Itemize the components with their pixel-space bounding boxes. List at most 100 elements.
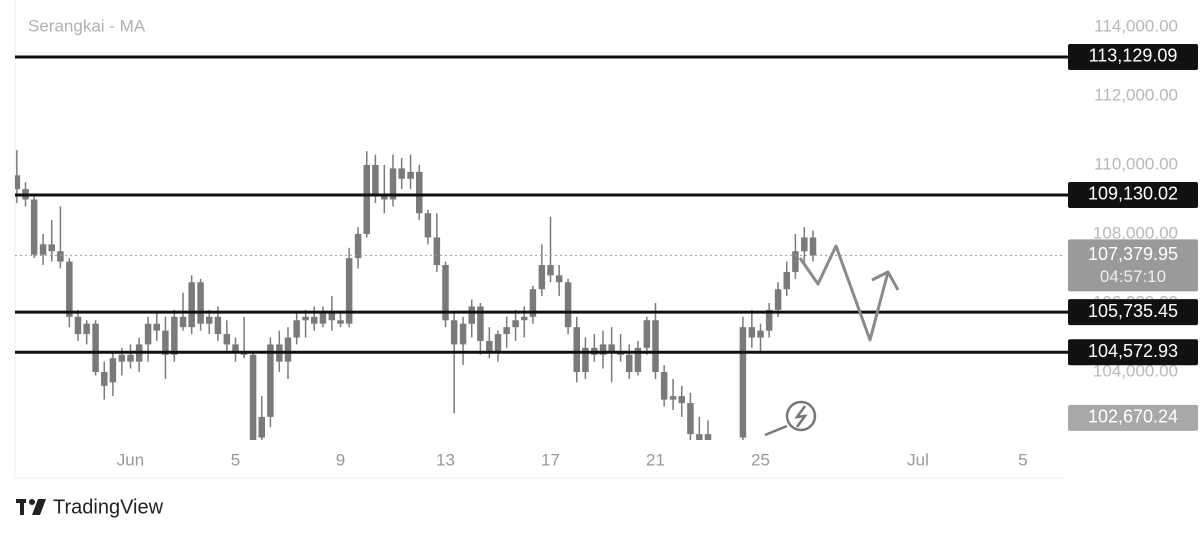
- candle-body: [15, 175, 21, 190]
- candle-body: [608, 344, 615, 352]
- icon-bolt: [794, 405, 808, 428]
- overlay: 104,000.00106,000.00108,000.00110,000.00…: [15, 16, 1198, 469]
- candle-body: [179, 316, 187, 328]
- candle-body: [197, 282, 204, 324]
- candle-body: [801, 237, 808, 252]
- last-price-label: 107,379.95: [1088, 244, 1178, 264]
- candle-body: [459, 323, 467, 345]
- x-tick-label: 5: [231, 450, 240, 469]
- candle-body: [162, 330, 169, 355]
- icon-circle: [785, 400, 817, 432]
- candle-body: [267, 344, 274, 417]
- candle-body: [547, 265, 554, 276]
- candle-body: [529, 289, 537, 317]
- candle-body: [696, 434, 703, 440]
- candle-body: [302, 316, 309, 321]
- candle-body: [48, 244, 55, 252]
- level-label-box: [1068, 181, 1198, 208]
- candle-body: [39, 244, 47, 255]
- logo-part: [29, 499, 35, 505]
- candle-body: [232, 344, 239, 352]
- candle-body: [626, 354, 633, 373]
- candle-body: [144, 323, 152, 345]
- y-tick-label: 112,000.00: [1094, 85, 1178, 104]
- y-tick-label: 108,000.00: [1093, 223, 1178, 242]
- candle-body: [669, 396, 677, 400]
- candle-body: [311, 316, 318, 324]
- logo-part: [32, 499, 46, 515]
- level-label: 113,129.09: [1089, 46, 1178, 66]
- candle-body: [319, 313, 327, 324]
- candle-body: [363, 164, 370, 234]
- candle-body: [757, 330, 764, 338]
- candle-body: [153, 323, 160, 331]
- level-label-box: [1068, 43, 1198, 70]
- candle-body: [477, 306, 484, 341]
- candle-body: [748, 327, 756, 338]
- x-tick-label: 9: [336, 450, 345, 469]
- x-tick-label: 25: [751, 450, 770, 469]
- candle-body: [416, 171, 423, 214]
- level-label: 109,130.02: [1088, 184, 1178, 204]
- arrow-head: [871, 270, 900, 291]
- price-marker-label: 102,670.24: [1088, 407, 1178, 427]
- zigzag: [798, 244, 890, 342]
- candle-body: [687, 403, 694, 435]
- countdown: 04:57:10: [1100, 267, 1166, 286]
- candle-body: [424, 213, 432, 238]
- candle-body: [555, 275, 563, 283]
- candle-body: [118, 354, 126, 362]
- candle-body: [643, 320, 651, 348]
- candle-body: [57, 251, 64, 262]
- candle-body: [739, 327, 747, 438]
- candle-body: [433, 237, 441, 266]
- candle-body: [792, 251, 799, 272]
- price-marker-box: [1068, 404, 1198, 431]
- candle-body: [214, 316, 222, 335]
- candle-body: [101, 372, 108, 386]
- candle-body: [450, 320, 458, 345]
- projection-arrow: [798, 244, 900, 342]
- candle-body: [783, 271, 790, 290]
- level-label-box: [1068, 299, 1198, 326]
- candle-body: [337, 320, 344, 324]
- y-tick-label: 104,000.00: [1093, 362, 1178, 381]
- candle-body: [372, 164, 379, 197]
- chart-title: Serangkai - MA: [28, 16, 146, 35]
- logo-part: [20, 499, 24, 515]
- plot-area: [15, 150, 1065, 440]
- candle-body: [774, 289, 782, 310]
- icon-line: [764, 424, 788, 437]
- candle-body: [442, 265, 449, 321]
- candle-body: [538, 265, 546, 290]
- candle-body: [564, 282, 572, 328]
- candle-body: [345, 258, 353, 324]
- candle-body: [678, 396, 685, 404]
- candle-body: [258, 416, 265, 438]
- candle-body: [634, 347, 642, 373]
- candle-body: [109, 358, 117, 383]
- replay-icon: [764, 400, 817, 437]
- candle-body: [582, 347, 589, 373]
- candle-body: [660, 372, 668, 400]
- candle-body: [74, 316, 82, 335]
- last-price-box: [1068, 239, 1198, 292]
- candle-body: [704, 434, 712, 440]
- candle-body: [284, 337, 292, 362]
- candle-body: [293, 320, 300, 338]
- candle-body: [127, 354, 134, 362]
- candle-body: [494, 334, 502, 352]
- candle-body: [407, 171, 414, 179]
- candle-body: [573, 327, 580, 373]
- candle-body: [521, 316, 528, 321]
- candle-body: [381, 196, 388, 200]
- x-tick-label: Jul: [907, 450, 929, 469]
- y-tick-label: 114,000.00: [1094, 16, 1178, 35]
- x-tick-label: 17: [541, 450, 560, 469]
- level-label: 105,735.45: [1088, 301, 1178, 321]
- level-label-box: [1068, 339, 1198, 366]
- candle-body: [599, 344, 607, 355]
- candle-body: [328, 313, 336, 321]
